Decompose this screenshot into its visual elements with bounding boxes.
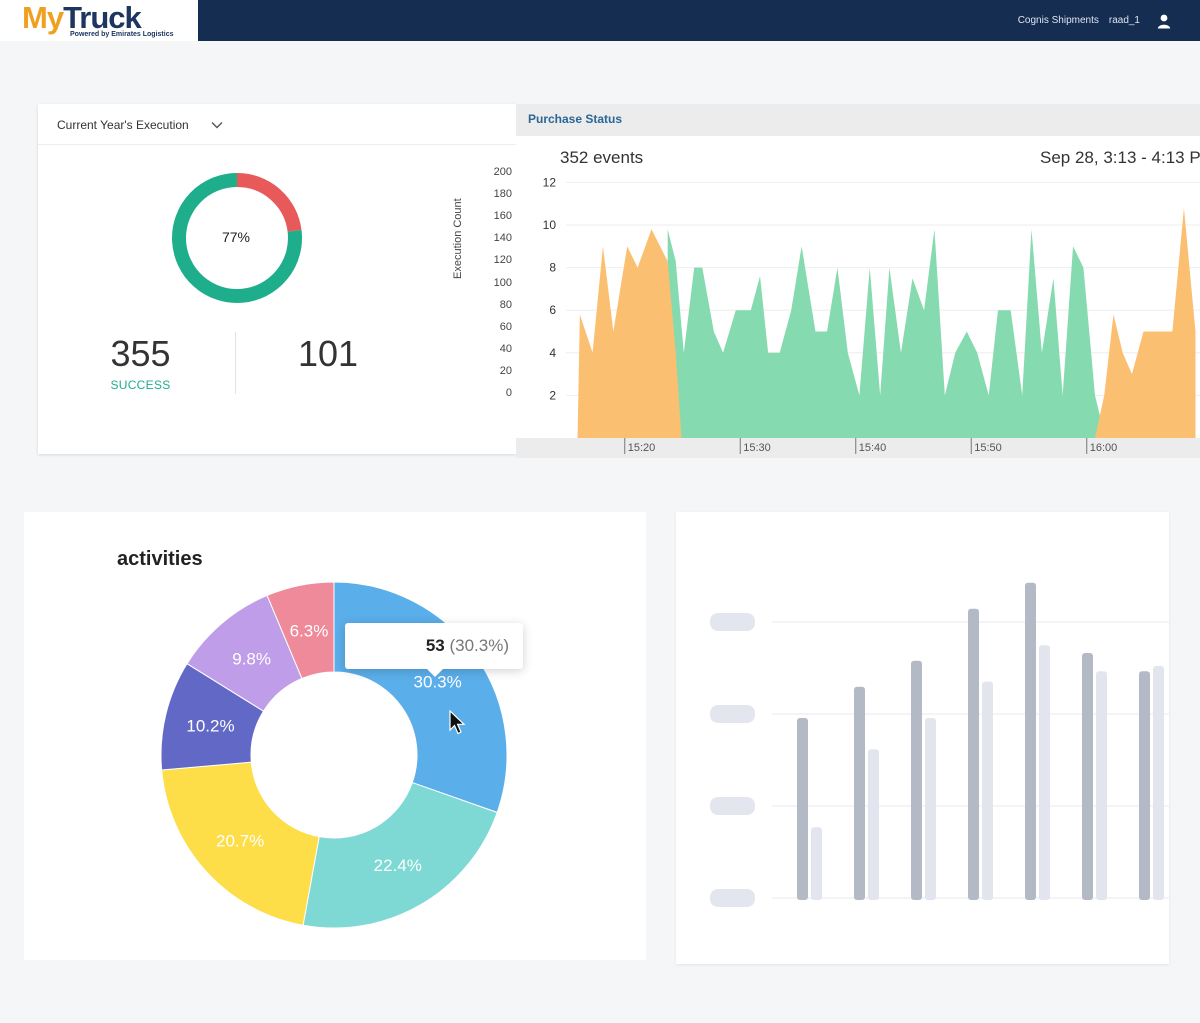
axis-tick-label: 80 — [499, 298, 512, 311]
pie-slice[interactable] — [302, 781, 498, 929]
success-count: 355 — [110, 333, 171, 374]
axis-tick-label: 140 — [493, 232, 512, 245]
slice-label: 10.2% — [186, 716, 234, 735]
y-tick-label: 2 — [549, 388, 556, 402]
bar-secondary — [811, 827, 822, 900]
area-series — [577, 229, 682, 438]
axis-tick-label: 160 — [493, 210, 512, 223]
axis-placeholder — [710, 613, 755, 631]
bar-primary — [968, 608, 979, 900]
axis-tick-label: 40 — [499, 342, 512, 355]
failure-arc — [236, 173, 302, 232]
bar-primary — [797, 718, 808, 900]
top-bar: MyTruck Powered by Emirates Logistics Co… — [0, 0, 1200, 41]
slice-label: 9.8% — [232, 649, 271, 668]
other-count: 101 — [297, 333, 359, 374]
user-icon[interactable] — [1156, 13, 1172, 29]
success-label: SUCCESS — [110, 378, 171, 392]
axis-tick-label: 100 — [493, 276, 512, 289]
x-tick-label: 16:00 — [1090, 442, 1118, 454]
logo-truck: Truck — [63, 0, 142, 35]
bar-primary — [854, 686, 865, 900]
x-axis-strip — [516, 438, 1200, 458]
axis-tick-label: 180 — [493, 188, 512, 201]
axis-tick-label: 20 — [499, 364, 512, 377]
area-series — [667, 229, 1128, 438]
company-name[interactable]: Cognis Shipments — [1017, 15, 1099, 26]
area-series — [1094, 207, 1196, 438]
bar-primary — [1025, 582, 1036, 900]
bar-primary — [1082, 653, 1093, 900]
x-tick-label: 15:40 — [859, 442, 887, 454]
placeholder-bar-chart — [710, 582, 1169, 907]
pie-slice[interactable] — [161, 761, 320, 926]
bar-primary — [1139, 671, 1150, 900]
chevron-down-icon[interactable] — [210, 118, 224, 132]
x-tick-label: 15:30 — [743, 442, 771, 454]
purchase-area-chart: 12 10 8 6 4 2 15:20 15:30 15:40 15:50 16:00 — [516, 175, 1200, 458]
chart-tooltip: 53 (30.3%) — [345, 623, 523, 677]
pie-slice[interactable] — [333, 581, 508, 814]
y-tick-label: 10 — [543, 218, 557, 232]
axis-tick-label: 120 — [493, 254, 512, 267]
slice-label: 20.7% — [216, 832, 264, 851]
execution-axis-label: Execution Count — [452, 198, 464, 279]
bar-secondary — [925, 718, 936, 900]
bar-secondary — [1039, 645, 1050, 900]
tooltip-arrow — [427, 669, 443, 677]
activities-card: activities 30.3% 22.4% 20.7% 10.2% 9.8% 6.3% … — [24, 512, 646, 960]
logo-subtitle: Powered by Emirates Logistics — [70, 31, 174, 38]
bar-primary — [911, 660, 922, 900]
tooltip-percent: (30.3%) — [449, 636, 509, 655]
y-tick-label: 6 — [549, 303, 556, 317]
mouse-cursor-icon — [449, 710, 466, 735]
activities-donut-chart: 30.3% 22.4% 20.7% 10.2% 9.8% 6.3% — [160, 581, 508, 929]
bar-secondary — [1096, 671, 1107, 900]
execution-percent: 77% — [221, 229, 251, 245]
x-tick-label: 15:50 — [974, 442, 1002, 454]
purchase-status-header: Purchase Status — [516, 104, 1200, 136]
axis-placeholder — [710, 705, 755, 723]
bar-secondary — [982, 681, 993, 900]
x-tick-label: 15:20 — [628, 442, 656, 454]
slice-label: 6.3% — [290, 621, 329, 640]
purchase-status-title: Purchase Status — [528, 112, 623, 126]
execution-dropdown-label: Current Year's Execution — [57, 118, 189, 132]
logo[interactable]: MyTruck Powered by Emirates Logistics — [0, 0, 198, 41]
pie-slice[interactable] — [266, 581, 335, 680]
execution-dropdown[interactable]: Current Year's Execution — [38, 104, 516, 145]
success-arc — [172, 173, 302, 303]
y-tick-label: 8 — [549, 261, 556, 275]
time-range[interactable]: Sep 28, 3:13 - 4:13 P — [1040, 148, 1200, 167]
username[interactable]: raad_1 — [1108, 15, 1140, 26]
axis-tick-label: 0 — [505, 387, 512, 399]
other-stat: 101 — [278, 334, 378, 374]
tooltip-value: 53 — [425, 636, 445, 655]
user-nav: Cognis Shipments raad_1 — [1018, 0, 1172, 41]
events-count: 352 events — [560, 148, 644, 167]
placeholder-bar-card — [676, 512, 1169, 964]
stat-divider — [235, 332, 236, 394]
y-tick-label: 12 — [543, 175, 557, 189]
bar-secondary — [1153, 666, 1164, 900]
axis-tick-label: 200 — [493, 166, 512, 178]
slice-label: 22.4% — [374, 856, 422, 875]
axis-placeholder — [710, 797, 755, 815]
y-tick-label: 4 — [549, 346, 556, 360]
purchase-status-panel: 12 10 8 6 4 2 15:20 15:30 15:40 15:50 16:00 Purcha… — [516, 104, 1200, 458]
bar-secondary — [868, 749, 879, 900]
logo-my: My — [22, 0, 64, 35]
axis-tick-label: 60 — [499, 320, 512, 333]
execution-card: Current Year's Execution 77% 355 SUCCESS… — [38, 104, 516, 454]
success-stat: 355 SUCCESS — [88, 333, 193, 393]
axis-placeholder — [710, 889, 755, 907]
slice-label: 30.3% — [414, 673, 462, 692]
execution-donut — [172, 173, 302, 303]
activities-title: activities — [117, 548, 203, 570]
